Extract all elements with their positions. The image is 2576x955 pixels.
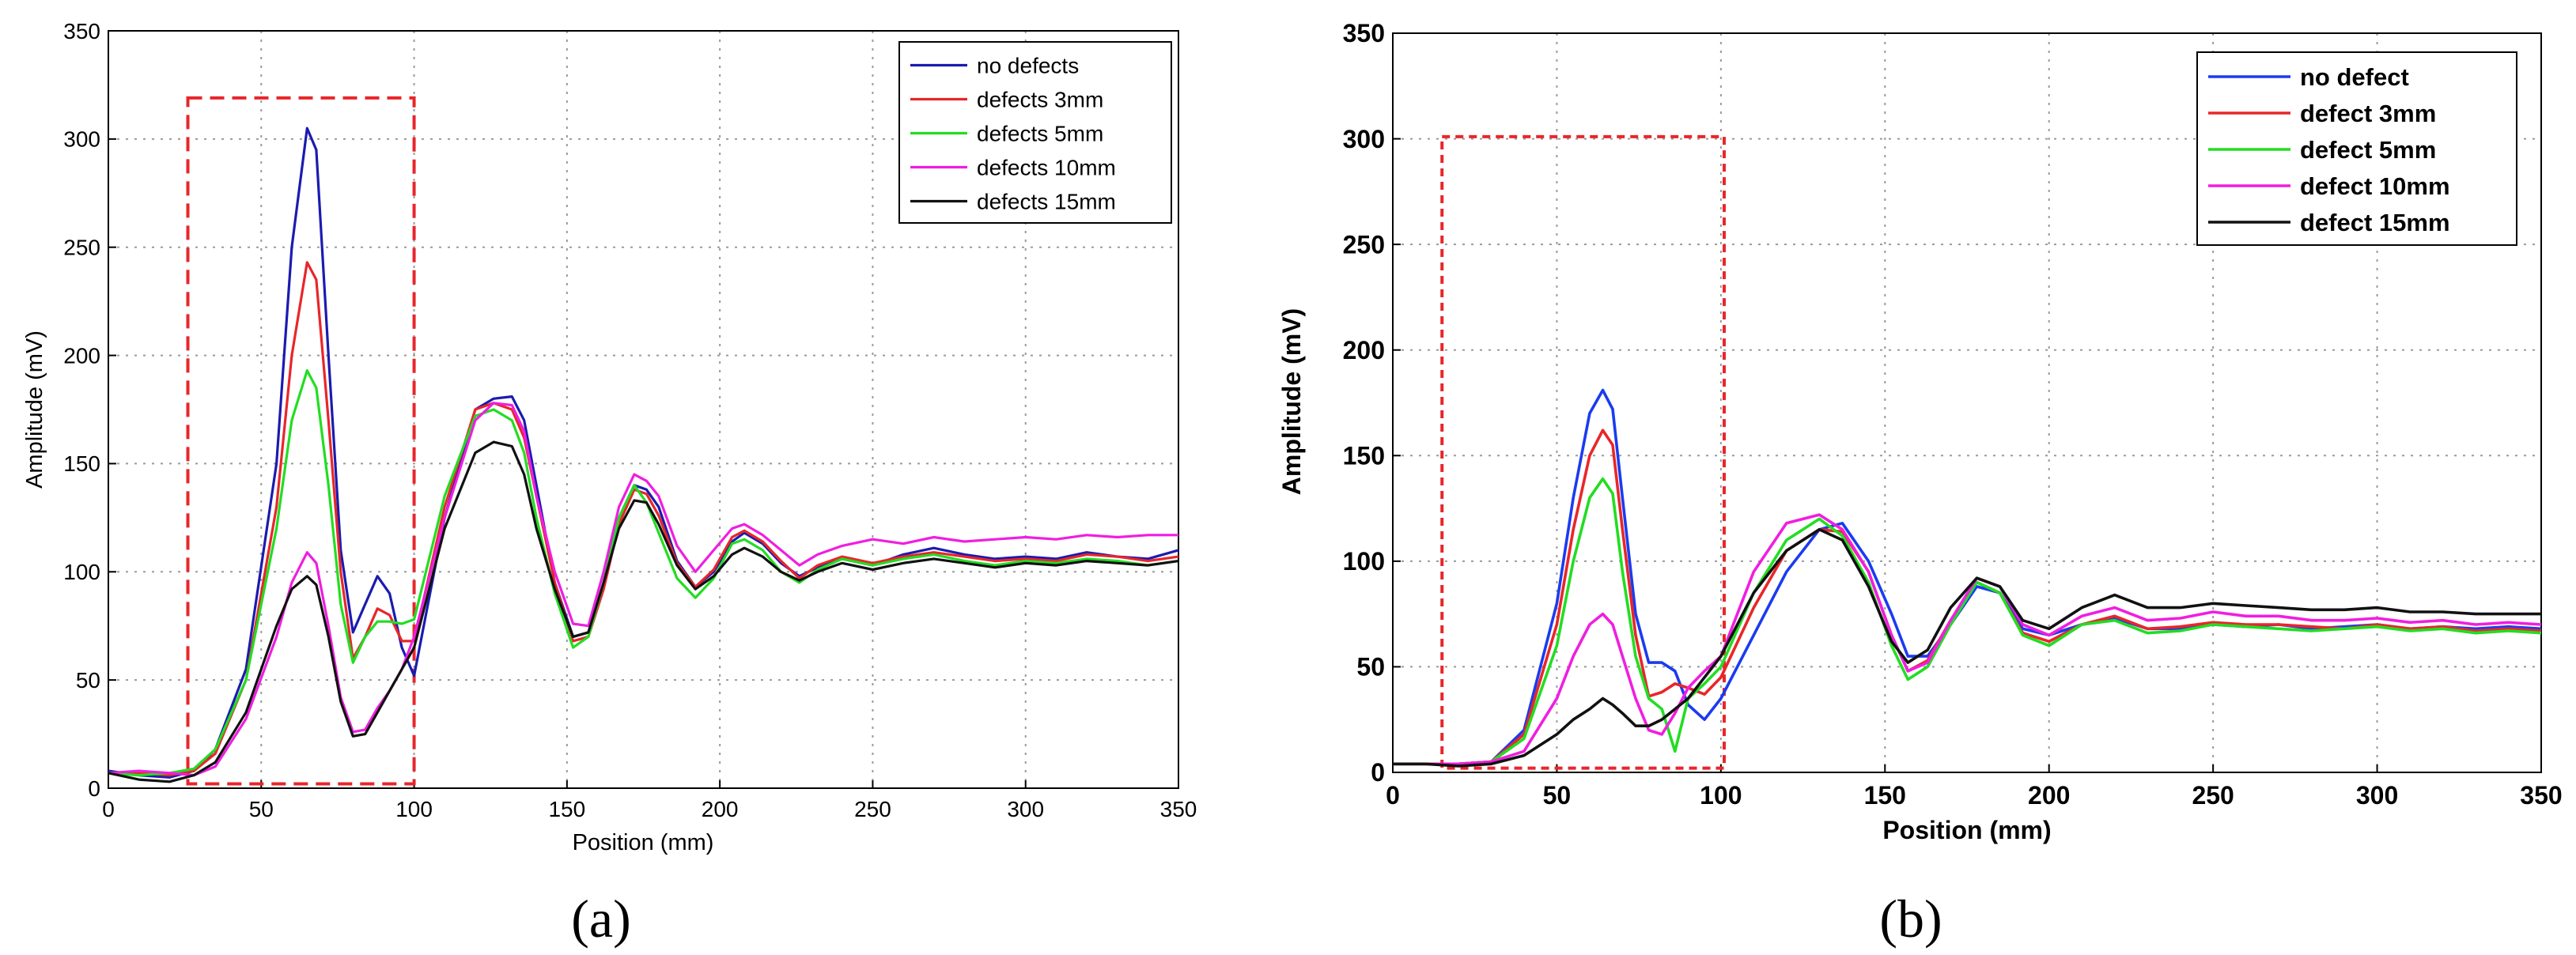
x-tick-label: 100	[395, 797, 433, 821]
x-axis-label-a: Position (mm)	[573, 830, 714, 855]
ticks-a: 0 50 100 150 200 250 300 350 0 50 100 150 200 250 300 3…	[63, 19, 1197, 821]
series-line-2	[108, 369, 1179, 777]
x-tick-label: 0	[1386, 781, 1400, 810]
legend-label-0: no defect	[2300, 63, 2409, 91]
legend-label-1: defect 3mm	[2300, 100, 2436, 127]
x-tick-label: 300	[2356, 781, 2398, 810]
legend-label-3: defect 10mm	[2300, 172, 2450, 200]
legend-label-1: defects 3mm	[977, 87, 1103, 111]
series-line-2	[1393, 477, 2542, 766]
y-tick-label: 50	[76, 668, 100, 693]
y-tick-label: 200	[63, 343, 100, 368]
y-tick-label: 50	[1356, 653, 1385, 681]
y-tick-label: 250	[1343, 230, 1385, 259]
y-tick-label: 250	[63, 236, 100, 260]
x-tick-label: 350	[2520, 781, 2562, 810]
highlight-box-b	[1440, 134, 1727, 770]
y-tick-label: 0	[1371, 758, 1385, 787]
x-tick-label: 50	[1543, 781, 1572, 810]
y-axis-label-a: Amplitude (mV)	[22, 330, 47, 489]
x-tick-label: 150	[548, 797, 585, 821]
chart-panel-b: 0 50 100 150 200 250 300 350 0 50 100 150 200 250 300 3…	[1277, 19, 2563, 949]
legend-b: no defect defect 3mm defect 5mm defect 10mm…	[2196, 51, 2517, 246]
x-tick-label: 200	[2028, 781, 2070, 810]
y-tick-label: 0	[88, 776, 100, 801]
x-tick-label: 200	[702, 797, 739, 821]
plot-frame-b	[1392, 32, 2542, 773]
y-tick-label: 150	[63, 451, 100, 476]
x-tick-label: 100	[1700, 781, 1742, 810]
panel-label-b: (b)	[1879, 889, 1942, 949]
legend-label-4: defect 15mm	[2300, 209, 2450, 236]
series-line-4	[108, 440, 1179, 783]
series-lines-a	[108, 126, 1179, 783]
x-tick-label: 300	[1007, 797, 1044, 821]
ticks-b: 0 50 100 150 200 250 300 350 0 50 100 150 200 250 300 3…	[1343, 19, 2563, 810]
y-tick-label: 300	[63, 127, 100, 152]
chart-panel-a: 0 50 100 150 200 250 300 350 0 50 100 150 200 250 300 3…	[22, 19, 1197, 949]
series-lines-b	[1393, 388, 2542, 768]
x-tick-label: 150	[1864, 781, 1906, 810]
x-tick-label: 250	[854, 797, 891, 821]
legend-label-3: defects 10mm	[977, 155, 1116, 179]
highlight-box-a	[186, 96, 416, 786]
plot-frame-a	[108, 30, 1179, 789]
y-tick-label: 100	[63, 560, 100, 584]
series-line-4	[1393, 527, 2541, 768]
x-tick-label: 250	[2192, 781, 2234, 810]
legend-label-0: no defects	[977, 53, 1079, 77]
legend-a: no defects defects 3mm defects 5mm defects …	[898, 41, 1172, 224]
panel-label-a: (a)	[571, 889, 630, 949]
x-tick-label: 0	[102, 797, 115, 821]
y-axis-label-b: Amplitude (mV)	[1277, 308, 1306, 495]
y-tick-label: 100	[1343, 547, 1385, 576]
series-line-3	[108, 402, 1178, 777]
series-line-0	[108, 126, 1179, 779]
legend-label-4: defects 15mm	[977, 189, 1116, 213]
legend-label-2: defect 5mm	[2300, 136, 2436, 164]
y-tick-label: 200	[1343, 336, 1385, 364]
series-line-3	[1393, 513, 2542, 766]
legend-label-2: defects 5mm	[977, 121, 1103, 145]
y-tick-label: 350	[1343, 19, 1385, 47]
x-tick-label: 50	[249, 797, 274, 821]
x-axis-label-b: Position (mm)	[1882, 816, 2051, 844]
y-tick-label: 300	[1343, 125, 1385, 153]
y-tick-label: 150	[1343, 441, 1385, 470]
x-tick-label: 350	[1160, 797, 1197, 821]
y-tick-label: 350	[63, 19, 100, 43]
